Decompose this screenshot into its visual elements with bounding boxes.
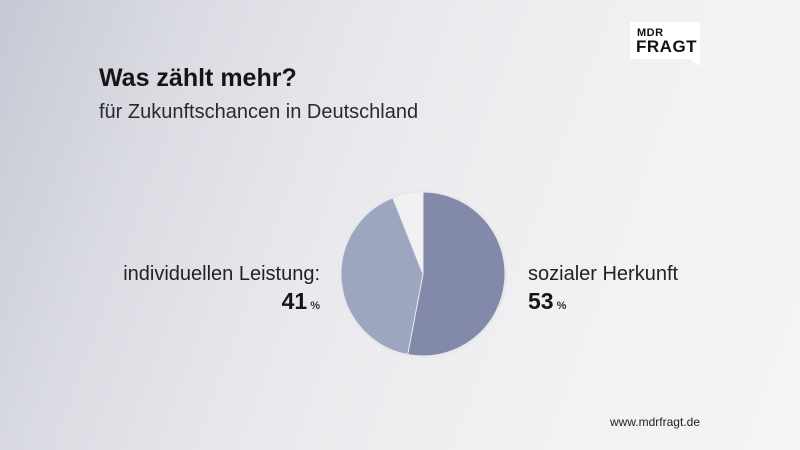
label-leistung: individuellen Leistung: 41% [123, 263, 320, 315]
pie-slice-0 [407, 191, 506, 357]
footer-url: www.mdrfragt.de [609, 415, 700, 429]
label-herkunft-unit: % [556, 300, 567, 312]
logo-line-mdr: MDR [637, 27, 664, 39]
label-herkunft-value: 53 [528, 288, 554, 314]
page-subtitle: für Zukunftschancen in Deutschland [99, 101, 419, 123]
logo-line-fragt: FRAGT [636, 37, 698, 56]
label-herkunft: sozialer Herkunft 53% [528, 263, 678, 315]
label-leistung-value: 41 [281, 288, 308, 314]
mdr-fragt-logo: MDR FRAGT [630, 22, 700, 66]
label-leistung-unit: % [310, 300, 320, 312]
pie-slice-2 [392, 191, 424, 275]
page-title: Was zählt mehr? [99, 64, 297, 92]
label-herkunft-text: sozialer Herkunft [528, 263, 679, 285]
label-leistung-text: individuellen Leistung: [123, 263, 320, 285]
pie-slice-1 [340, 197, 424, 356]
